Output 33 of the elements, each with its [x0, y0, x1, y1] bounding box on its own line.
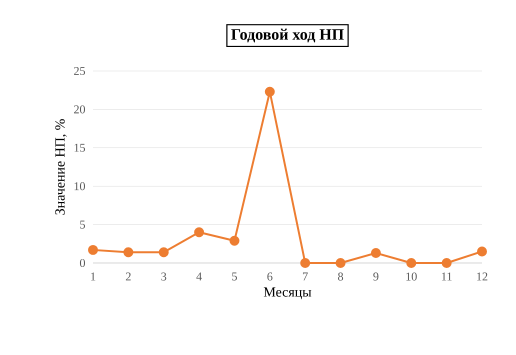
- point: [194, 227, 204, 238]
- y-tick-label: 5: [80, 220, 86, 229]
- point: [158, 247, 169, 258]
- x-tick-label: 9: [373, 272, 378, 281]
- point: [336, 258, 346, 268]
- point: [88, 244, 98, 255]
- point: [406, 258, 416, 268]
- y-axis-title: Значение НП, %: [55, 119, 67, 215]
- point: [442, 258, 452, 268]
- y-tick-label: 25: [74, 66, 86, 76]
- x-tick-label: 11: [442, 272, 452, 280]
- x-tick-label: 3: [161, 272, 166, 281]
- x-tick-label: 1: [91, 272, 96, 280]
- point: [264, 86, 275, 97]
- x-tick-label: 12: [477, 272, 488, 280]
- point: [123, 247, 134, 258]
- y-tick-label: 20: [74, 105, 86, 114]
- y-tick-label: 10: [74, 182, 86, 190]
- point: [229, 236, 240, 246]
- x-tick-label: 10: [406, 272, 417, 281]
- y-tick-label: 15: [74, 144, 86, 152]
- point: [370, 248, 381, 258]
- x-tick-label: 5: [232, 272, 237, 280]
- x-tick-label: 6: [267, 272, 272, 281]
- x-tick-label: 7: [302, 272, 308, 280]
- point: [477, 246, 487, 256]
- x-axis-title: Месяцы: [264, 287, 312, 300]
- y-tick-label: 0: [80, 258, 86, 268]
- point: [300, 258, 310, 268]
- chart-title: Годовой ход НП: [231, 28, 344, 42]
- x-tick-label: 8: [338, 272, 344, 281]
- x-tick-label: 2: [126, 272, 131, 280]
- x-tick-label: 4: [196, 272, 202, 280]
